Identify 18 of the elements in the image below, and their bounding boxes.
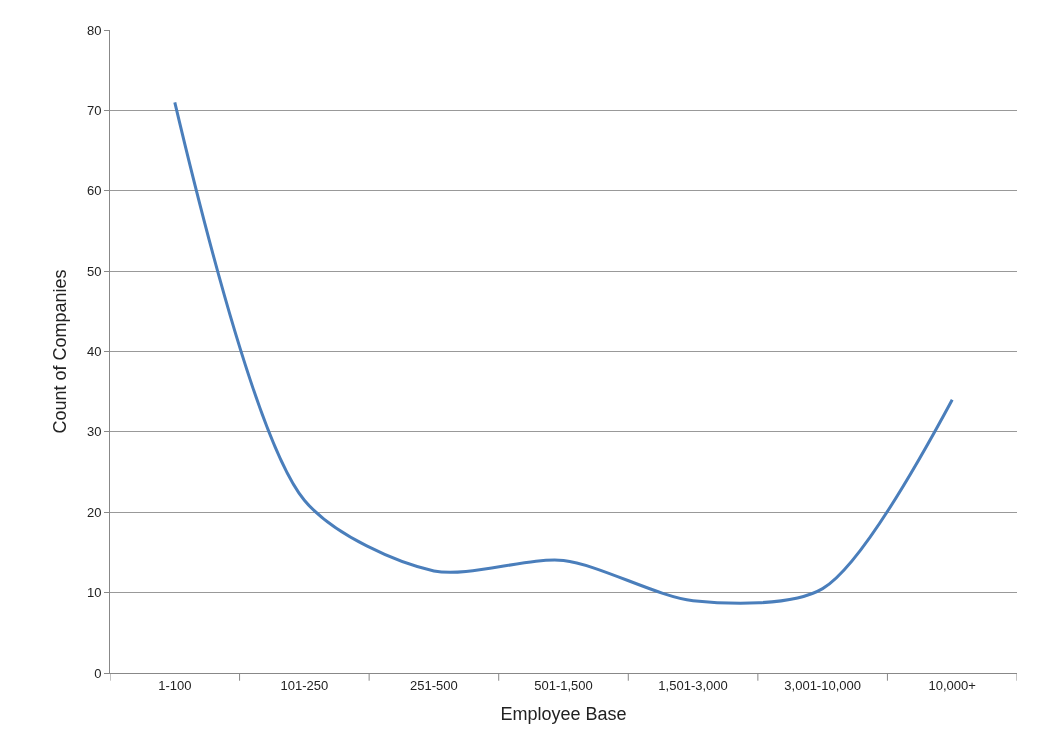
x-tick-label: 3,001-10,000: [784, 677, 861, 693]
x-tick-label: 101-250: [280, 677, 329, 693]
x-tick-label: 501-1,500: [534, 677, 593, 693]
y-tick-label: 0: [94, 665, 102, 681]
y-tick-label: 70: [86, 102, 102, 118]
y-tick-label: 80: [86, 22, 102, 38]
y-tick-label: 30: [86, 424, 102, 440]
y-tick-label: 10: [86, 585, 102, 601]
x-axis-title: Employee Base: [500, 703, 627, 724]
x-tick-label: 1-100: [158, 677, 192, 693]
y-tick-label: 40: [86, 344, 102, 360]
x-tick-label: 1,501-3,000: [658, 677, 728, 693]
y-axis-title: Count of Companies: [50, 269, 71, 434]
y-tick-label: 50: [86, 263, 102, 279]
x-tick-label: 251-500: [410, 677, 458, 693]
x-tick-label: 10,000+: [928, 677, 976, 693]
y-tick-label: 60: [86, 183, 102, 199]
y-tick-label: 20: [86, 504, 102, 520]
